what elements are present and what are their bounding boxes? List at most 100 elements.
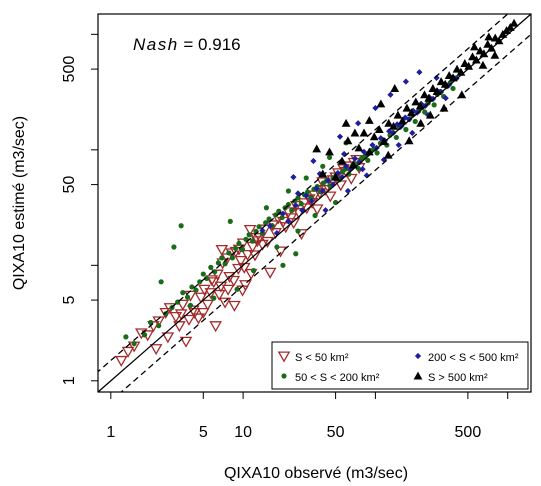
data-point-series-2 [389, 129, 397, 137]
data-point-series-2 [433, 74, 440, 81]
nash-label: Nash [133, 35, 179, 54]
legend-label-xlarge: S > 500 km² [428, 372, 488, 384]
data-point-series-1 [141, 332, 148, 338]
legend-markers [277, 351, 423, 380]
data-point-series-1 [403, 126, 409, 133]
data-point-series-2 [402, 78, 409, 85]
data-point-series-1 [208, 264, 214, 270]
data-point-series-0 [295, 229, 308, 241]
data-point-series-3 [325, 147, 334, 156]
data-point-series-0 [310, 204, 324, 216]
data-point-series-2 [330, 181, 337, 188]
y-tick-label: 1 [61, 376, 78, 385]
data-point-series-0 [292, 208, 306, 220]
data-point-series-1 [346, 171, 352, 177]
y-tick-label: 500 [61, 56, 78, 83]
x-tick-label: 50 [327, 424, 345, 441]
data-point-series-0 [114, 355, 128, 367]
data-point-series-2 [406, 116, 413, 123]
data-point-series-2 [310, 157, 317, 165]
data-point-series-1 [180, 290, 186, 296]
data-point-series-3 [468, 52, 477, 61]
data-point-series-3 [337, 156, 347, 165]
data-point-series-2 [313, 185, 320, 192]
data-point-series-3 [398, 116, 407, 125]
data-point-series-3 [439, 103, 449, 112]
data-point-series-0 [248, 250, 262, 262]
data-point-series-3 [402, 103, 412, 112]
data-point-series-0 [243, 225, 257, 237]
y-tick-label: 50 [61, 176, 78, 194]
data-point-series-0 [300, 203, 314, 215]
x-tick-label: 1 [106, 424, 115, 441]
data-point-series-0 [274, 246, 287, 258]
data-point-series-1 [295, 195, 301, 201]
data-point-series-2 [409, 129, 416, 137]
data-point-series-1 [295, 228, 301, 234]
data-point-series-0 [169, 312, 183, 324]
data-point-series-2 [299, 207, 306, 214]
data-point-series-2 [338, 174, 346, 181]
data-point-series-0 [209, 321, 222, 333]
data-point-series-3 [464, 61, 474, 70]
data-point-series-1 [212, 269, 218, 275]
nash-value: = 0.916 [179, 35, 241, 54]
legend-marker-3 [413, 371, 423, 380]
data-point-series-0 [182, 314, 196, 326]
data-point-series-1 [189, 284, 195, 290]
data-point-series-3 [331, 172, 340, 181]
data-point-series-2 [308, 197, 315, 205]
data-point-series-1 [246, 232, 252, 238]
data-point-series-2 [356, 159, 363, 166]
data-point-series-0 [159, 307, 173, 320]
data-point-series-1 [236, 240, 242, 246]
data-point-series-3 [376, 99, 386, 108]
reference-lines [98, 14, 531, 392]
data-point-series-0 [192, 313, 205, 325]
data-point-series-1 [272, 212, 279, 218]
data-point-series-3 [428, 84, 438, 92]
data-point-series-3 [425, 110, 435, 119]
data-point-series-2 [279, 210, 287, 217]
data-point-series-1 [215, 260, 221, 266]
data-point-series-2 [380, 156, 388, 163]
data-point-series-2 [344, 187, 352, 195]
data-point-series-3 [469, 42, 479, 51]
data-point-series-3 [411, 97, 421, 106]
data-point-series-2 [290, 174, 297, 181]
data-point-series-3 [364, 115, 374, 124]
data-point-series-3 [390, 84, 400, 92]
data-point-series-0 [176, 299, 190, 311]
data-point-series-3 [312, 144, 322, 153]
data-point-series-2 [369, 141, 376, 149]
data-point-series-1 [226, 250, 232, 256]
x-tick-label: 10 [234, 424, 252, 441]
data-point-series-1 [229, 255, 236, 261]
data-point-series-3 [318, 169, 328, 178]
data-point-series-0 [121, 346, 135, 358]
data-point-series-0 [241, 249, 254, 262]
data-point-series-1 [285, 188, 292, 194]
svg-text:Nash = 0.916: Nash = 0.916 [133, 35, 241, 54]
data-point-series-3 [505, 22, 515, 31]
data-point-series-0 [196, 307, 210, 320]
data-point-series-1 [263, 220, 269, 226]
data-point-series-1 [250, 238, 256, 244]
data-point-series-2 [322, 207, 329, 214]
data-point-series-2 [342, 163, 350, 170]
data-point-series-3 [374, 125, 384, 134]
plot-frame [97, 13, 532, 393]
data-point-series-1 [178, 223, 184, 229]
data-point-series-0 [279, 222, 293, 234]
data-point-series-0 [244, 268, 258, 280]
data-point-series-1 [187, 302, 194, 308]
data-point-series-0 [161, 332, 175, 344]
data-point-series-2 [372, 104, 379, 112]
legend-marker-1 [281, 373, 287, 379]
legend: S < 50 km² 50 < S < 200 km² 200 < S < 50… [271, 341, 529, 390]
data-point-series-2 [347, 166, 354, 173]
y-tick-label: 5 [61, 296, 78, 305]
data-point-series-3 [416, 118, 426, 127]
data-point-series-2 [336, 133, 344, 140]
data-point-series-1 [266, 216, 272, 222]
